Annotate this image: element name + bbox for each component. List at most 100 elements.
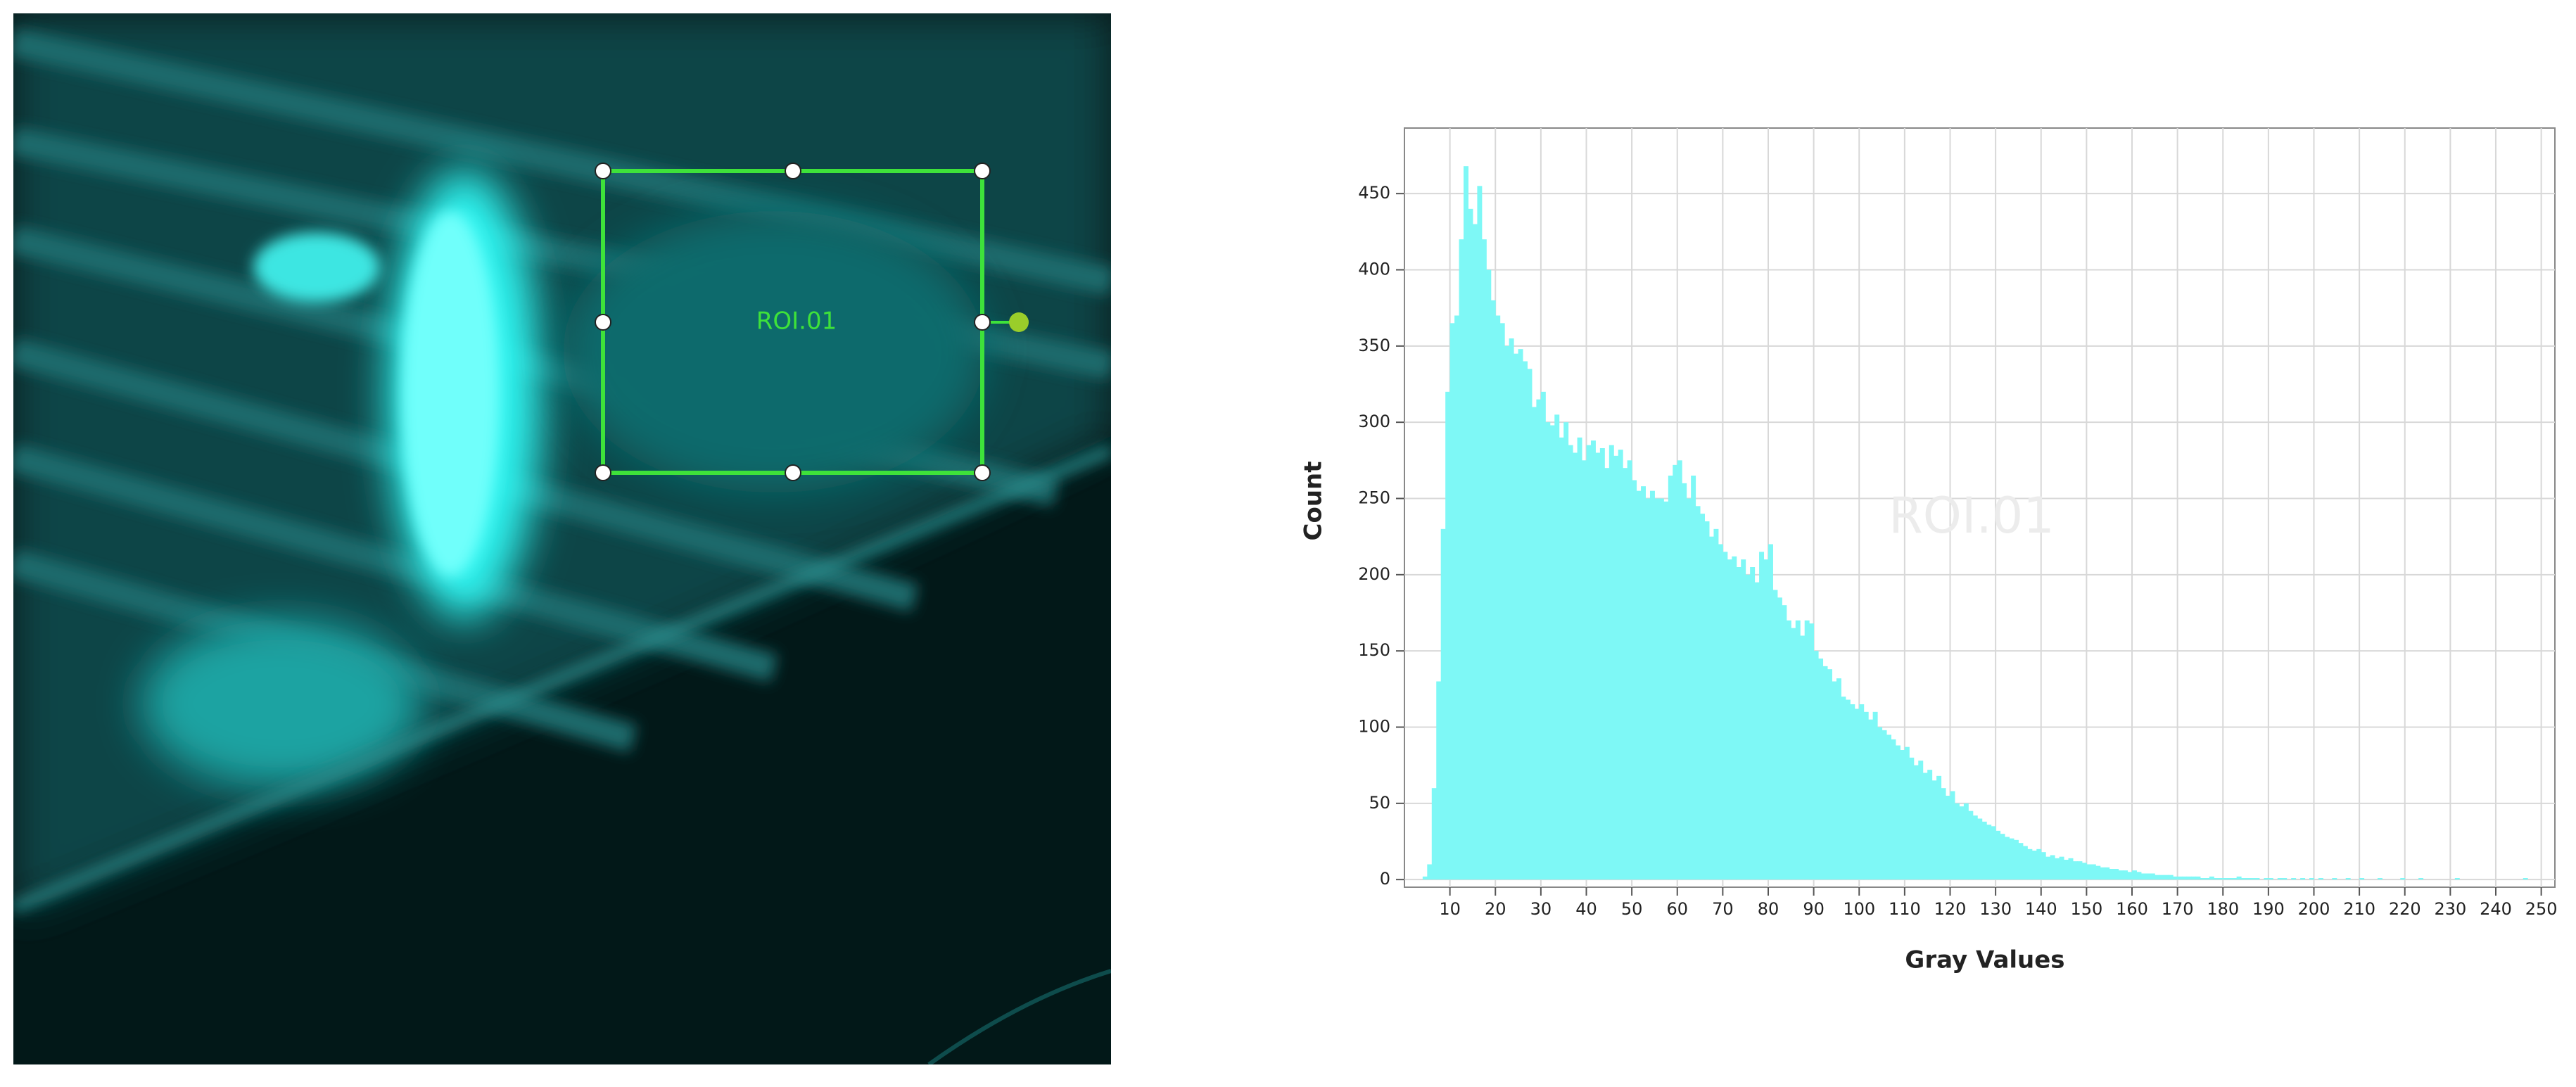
- histogram-bar: [1827, 669, 1832, 880]
- histogram-bar: [1523, 361, 1528, 880]
- roi-handle[interactable]: [785, 464, 801, 481]
- histogram-bar: [1950, 791, 1955, 880]
- histogram-bar: [2041, 852, 2046, 880]
- histogram-bar: [1536, 399, 1542, 880]
- histogram-bar: [1900, 750, 1905, 880]
- histogram-bar: [2018, 843, 2024, 880]
- histogram-bar: [1663, 501, 1669, 880]
- histogram-bar: [2186, 876, 2192, 880]
- x-tick-label: 40: [1575, 899, 1597, 919]
- histogram-bar: [1904, 746, 1910, 880]
- histogram-bar: [2241, 878, 2247, 880]
- roi-handle[interactable]: [974, 314, 991, 331]
- histogram-bar: [1836, 678, 1841, 880]
- histogram-bar: [1972, 815, 1978, 880]
- histogram-bar: [1786, 620, 1791, 880]
- histogram-bar: [1946, 796, 1950, 880]
- histogram-bar: [1922, 773, 1928, 880]
- roi-handle[interactable]: [595, 163, 611, 179]
- histogram-bar: [2523, 878, 2528, 880]
- histogram-bar: [2232, 878, 2238, 880]
- histogram-bar: [1804, 620, 1810, 880]
- x-tick-label: 50: [1621, 899, 1643, 919]
- x-tick-label: 110: [1889, 899, 1921, 919]
- histogram-bar: [1927, 770, 1933, 880]
- y-axis-title: Count: [1300, 462, 1328, 541]
- histogram-bar: [1850, 704, 1855, 880]
- histogram-bar: [2127, 872, 2133, 880]
- histogram-bar: [2036, 848, 2042, 880]
- histogram-bar: [2027, 848, 2033, 880]
- histogram-bar: [2140, 873, 2146, 880]
- x-tick-label: 60: [1666, 899, 1688, 919]
- x-tick-label: 130: [1979, 899, 2012, 919]
- histogram-bar: [2064, 860, 2069, 880]
- roi-rotate-handle[interactable]: [1009, 312, 1029, 332]
- x-tick-label: 170: [2162, 899, 2194, 919]
- microscopy-image: [13, 13, 1111, 1064]
- histogram-bar: [1713, 528, 1719, 880]
- histogram-bar: [1468, 208, 1473, 880]
- roi-handle[interactable]: [595, 464, 611, 481]
- histogram-bar: [2000, 834, 2005, 880]
- histogram-bar: [2218, 878, 2223, 880]
- histogram-bar: [1641, 486, 1647, 880]
- y-tick-label: 50: [1369, 793, 1390, 813]
- histogram-bar: [1695, 506, 1701, 880]
- histogram-bar: [1736, 567, 1741, 880]
- histogram-bar: [1623, 468, 1628, 880]
- roi-handle[interactable]: [974, 464, 991, 481]
- histogram-bar: [1700, 514, 1706, 880]
- histogram-bar: [2114, 869, 2119, 880]
- histogram-bar: [1813, 651, 1819, 880]
- x-tick-label: 90: [1803, 899, 1825, 919]
- histogram-bar: [1718, 544, 1723, 880]
- histogram-bar: [2377, 878, 2383, 880]
- histogram-bar: [2123, 870, 2128, 880]
- histogram-bar: [2164, 875, 2169, 880]
- histogram-bar: [1618, 450, 1623, 880]
- histogram-bar: [1636, 490, 1642, 880]
- x-tick-label: 150: [2070, 899, 2102, 919]
- histogram-bar: [1677, 460, 1682, 880]
- histogram-bar: [1886, 735, 1891, 880]
- histogram-bar: [1499, 323, 1505, 880]
- roi[interactable]: ROI.01: [595, 163, 1029, 481]
- roi-handle[interactable]: [785, 163, 801, 179]
- histogram-bar: [2059, 856, 2064, 880]
- histogram-bar: [1431, 788, 1437, 880]
- histogram-bar: [2155, 875, 2160, 880]
- histogram-bar: [1722, 552, 1728, 880]
- histogram-bar: [2191, 876, 2196, 880]
- histogram-bar: [1645, 498, 1651, 880]
- histogram-bar: [2118, 870, 2124, 880]
- histogram-bar: [1686, 498, 1692, 880]
- histogram-bar: [1708, 536, 1714, 880]
- histogram-bar: [1863, 711, 1869, 880]
- histogram-bar: [1554, 414, 1560, 880]
- roi-handle[interactable]: [595, 314, 611, 331]
- histogram-bar: [2177, 876, 2183, 880]
- histogram-bar: [1436, 681, 1442, 880]
- y-tick-label: 400: [1358, 260, 1390, 279]
- histogram-bar: [1941, 788, 1946, 880]
- histogram-bar: [1954, 803, 1960, 880]
- x-tick-label: 140: [2025, 899, 2057, 919]
- histogram-bar: [2131, 870, 2137, 880]
- histogram-bar: [1913, 765, 1919, 880]
- y-tick-label: 0: [1380, 869, 1390, 889]
- histogram-bar: [1658, 498, 1664, 880]
- histogram-bar: [2173, 876, 2178, 880]
- y-tick-label: 200: [1358, 564, 1390, 584]
- histogram-bar: [2168, 875, 2174, 880]
- histogram-bar: [1586, 445, 1592, 880]
- histogram-bar: [1868, 719, 1874, 880]
- histogram-bar: [2250, 878, 2255, 880]
- histogram-bar: [2195, 876, 2201, 880]
- histogram-bar: [2005, 837, 2010, 880]
- roi-handle[interactable]: [974, 163, 991, 179]
- x-tick-label: 240: [2480, 899, 2512, 919]
- histogram-bar: [2100, 867, 2105, 880]
- x-tick-label: 120: [1934, 899, 1967, 919]
